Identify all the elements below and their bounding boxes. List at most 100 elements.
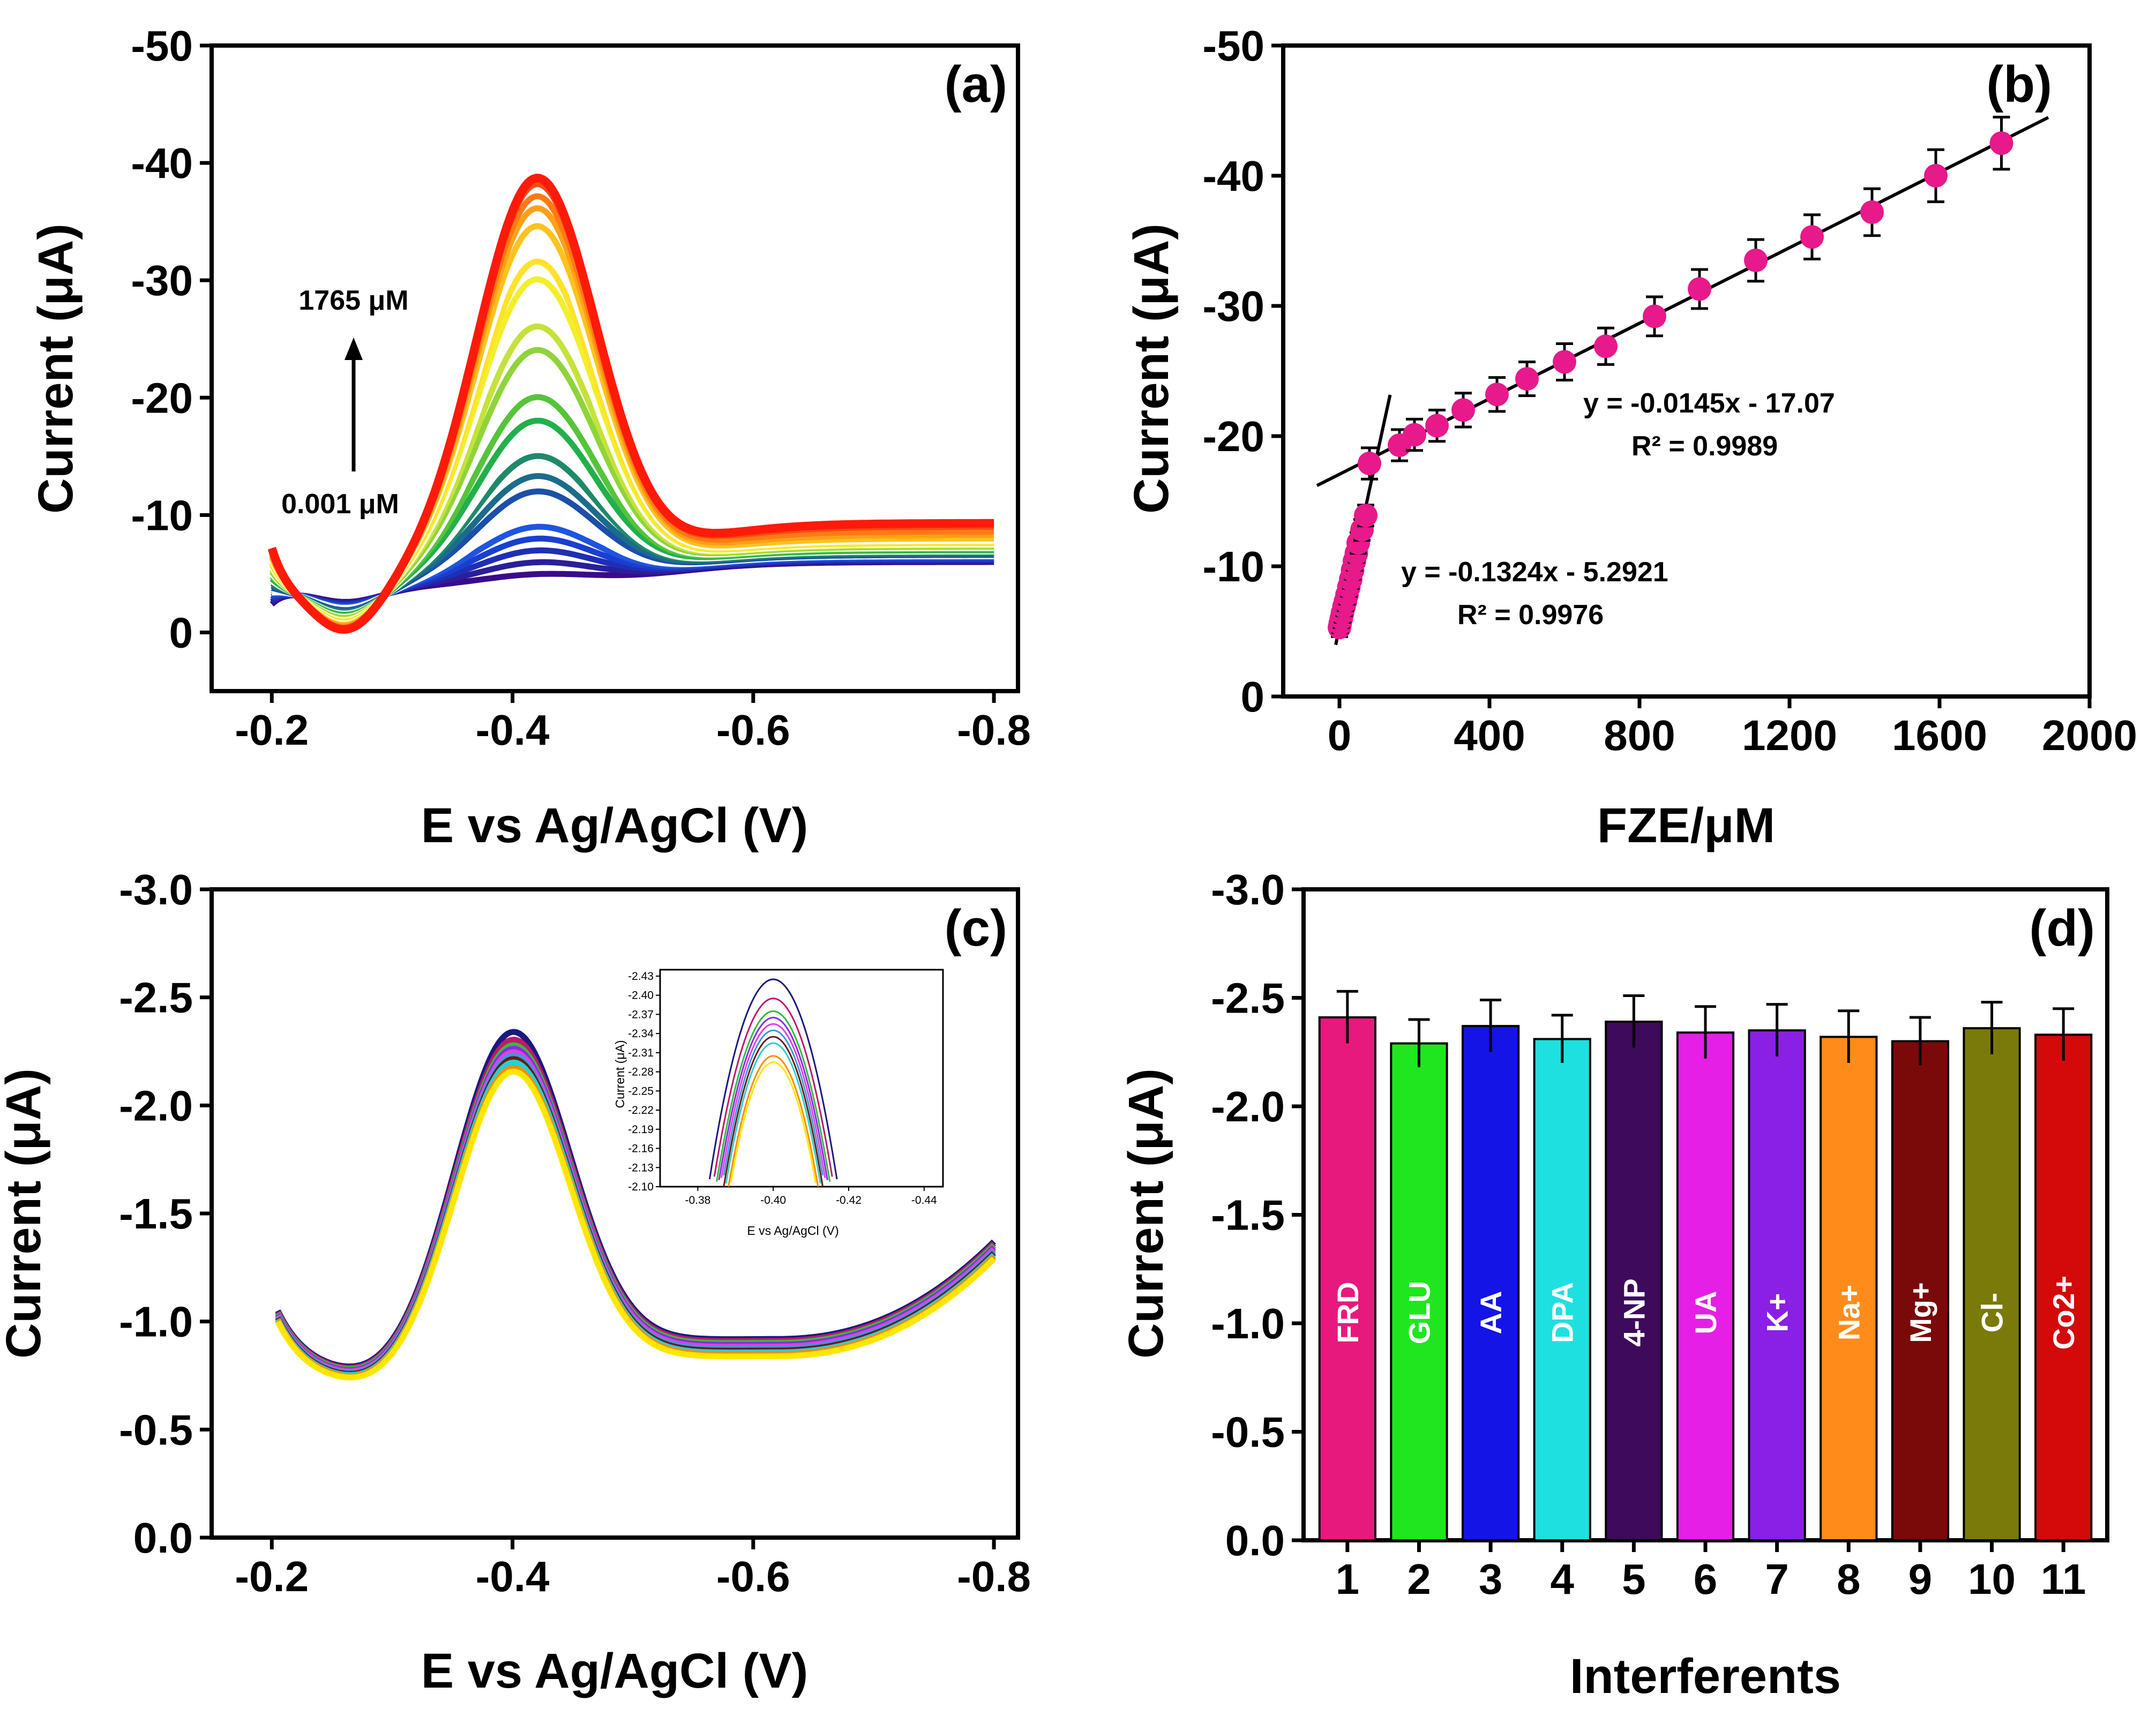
y-tick-label: -3.0 <box>1211 866 1285 913</box>
bar-label: GLU <box>1402 1281 1436 1344</box>
fit2-r2: R² = 0.9989 <box>1631 431 1778 462</box>
y-tick-label: -2.5 <box>119 974 193 1022</box>
inset-y-tick-label: -2.31 <box>628 1047 654 1059</box>
inset-x-tick-label: -0.42 <box>836 1194 862 1207</box>
bar-label: UA <box>1689 1291 1723 1335</box>
plot-frame <box>209 43 1020 693</box>
dpv-curves <box>275 1029 996 1381</box>
x-tick-label: 800 <box>1604 711 1675 759</box>
y-tick-label: -30 <box>1202 282 1264 330</box>
inset-curve <box>730 1061 817 1183</box>
y-tick-label: -1.0 <box>1211 1300 1285 1347</box>
y-axis-label: Current (μA) <box>1119 1068 1173 1359</box>
bar <box>1676 1031 1735 1542</box>
x-tick-label: -0.8 <box>957 706 1031 754</box>
y-tick-label: -20 <box>131 374 193 422</box>
inset-curves: -0.38 -0.40 -0.42 -0.44 -2.43 -2.40 -2.37 -2.34… <box>628 970 937 1207</box>
x-tick-label: -0.4 <box>476 1553 550 1600</box>
bar <box>1820 1036 1878 1541</box>
data-point <box>1860 200 1884 224</box>
bar-label: 4-NP <box>1617 1278 1651 1347</box>
inset-y-tick-label: -2.43 <box>628 970 654 983</box>
bar-label: FRD <box>1331 1282 1365 1343</box>
x-tick-label: 2 <box>1407 1555 1431 1603</box>
y-tick-label: 0.0 <box>133 1514 193 1562</box>
inset-x-tick-label: -0.38 <box>685 1194 710 1207</box>
cv-curve <box>267 174 995 634</box>
panel-label: (a) <box>945 56 1007 113</box>
x-tick-label: 10 <box>1968 1555 2016 1603</box>
y-tick-label: -0.5 <box>1211 1408 1285 1456</box>
axes: -0.2 -0.4 -0.6 -0.8 0 -10 -20 -30 -40 -50 <box>131 22 1031 754</box>
inset-curve <box>723 1029 824 1176</box>
fit1-equation: y = -0.1324x - 5.2921 <box>1401 557 1668 588</box>
panel-label: (c) <box>945 900 1007 957</box>
inset-curve <box>725 1042 821 1184</box>
dpv-curve <box>275 1068 996 1381</box>
inset-x-label: E vs Ag/AgCl (V) <box>747 1224 839 1238</box>
y-tick-label: -20 <box>1202 413 1264 460</box>
calibration-plot <box>1316 116 2049 646</box>
data-point <box>1425 414 1449 438</box>
x-tick-label: -0.6 <box>716 706 790 754</box>
data-point <box>1403 423 1426 447</box>
axes: 0 400 800 1200 1600 2000 0 -10 -20 -30 -40 -50 <box>1202 22 2137 759</box>
y-tick-label: -40 <box>1202 152 1264 200</box>
x-tick-label: 1 <box>1336 1555 1360 1603</box>
inset-plot: -0.38 -0.40 -0.42 -0.44 -2.43 -2.40 -2.37 -2.34… <box>613 969 944 1238</box>
bar <box>1891 1040 1950 1541</box>
bar <box>1748 1029 1806 1541</box>
y-tick-label: -10 <box>131 491 193 539</box>
y-tick-label: -40 <box>131 139 193 187</box>
axes: 1 2 3 4 5 6 7 8 9 10 11 0.0 -0.5 -1.0 -1.5 -2.0 -2.5 -3.0 <box>1211 866 2086 1603</box>
data-point <box>1989 131 2013 155</box>
inset-y-tick-label: -2.25 <box>628 1085 654 1097</box>
bar <box>1390 1042 1448 1542</box>
inset-curve <box>720 1023 826 1178</box>
x-tick-label: -0.4 <box>476 706 550 754</box>
y-tick-label: -1.5 <box>119 1190 193 1238</box>
x-tick-label: 9 <box>1908 1555 1933 1603</box>
data-point <box>1515 367 1539 391</box>
x-tick-label: 11 <box>2041 1555 2086 1603</box>
x-tick-label: -0.6 <box>716 1553 790 1600</box>
inset-y-tick-label: -2.16 <box>628 1143 654 1155</box>
axes: -0.2 -0.4 -0.6 -0.8 0.0 -0.5 -1.0 -1.5 -2.0 -2.5 -… <box>119 866 1031 1600</box>
inset-curve <box>728 1055 819 1187</box>
y-axis-label: Current (μA) <box>28 223 83 514</box>
y-tick-label: -2.0 <box>1211 1083 1285 1130</box>
plot-frame <box>1281 43 2092 699</box>
bar-label: Na+ <box>1832 1285 1866 1340</box>
fit2-equation: y = -0.0145x - 17.07 <box>1583 388 1835 419</box>
x-tick-label: 1600 <box>1892 711 1987 759</box>
annotation-bottom: 0.001 μM <box>281 489 399 520</box>
x-tick-label: 0 <box>1328 711 1352 759</box>
x-tick-label: 8 <box>1837 1555 1861 1603</box>
data-point <box>1744 248 1768 272</box>
data-point <box>1594 334 1618 358</box>
y-tick-label: -0.5 <box>119 1406 193 1453</box>
y-tick-label: -2.5 <box>1211 975 1285 1022</box>
inset-y-tick-label: -2.34 <box>628 1028 654 1040</box>
y-axis-label: Current (μA) <box>1124 223 1179 514</box>
y-tick-label: -2.0 <box>119 1082 193 1129</box>
inset-y-tick-label: -2.19 <box>628 1123 654 1136</box>
bar <box>1963 1027 2021 1541</box>
y-tick-label: 0.0 <box>1225 1517 1285 1564</box>
cv-curves <box>267 174 995 634</box>
y-tick-label: -3.0 <box>119 866 193 913</box>
inset-curve <box>718 1016 828 1180</box>
bar-label: DPA <box>1546 1282 1579 1343</box>
bar-label: K+ <box>1761 1293 1794 1332</box>
bar <box>1533 1038 1591 1541</box>
inset-curve <box>716 1010 831 1182</box>
x-axis-label: FZE/μM <box>1597 798 1775 853</box>
bar <box>2034 1033 2093 1541</box>
x-tick-label: 400 <box>1454 711 1525 759</box>
data-point <box>1485 383 1509 407</box>
x-tick-label: 1200 <box>1742 711 1837 759</box>
panel-c: -0.2 -0.4 -0.6 -0.8 0.0 -0.5 -1.0 -1.5 -2.0 -2.5 -… <box>0 866 1031 1698</box>
bar-label: Cl- <box>1975 1293 2009 1333</box>
bar <box>1461 1025 1520 1541</box>
